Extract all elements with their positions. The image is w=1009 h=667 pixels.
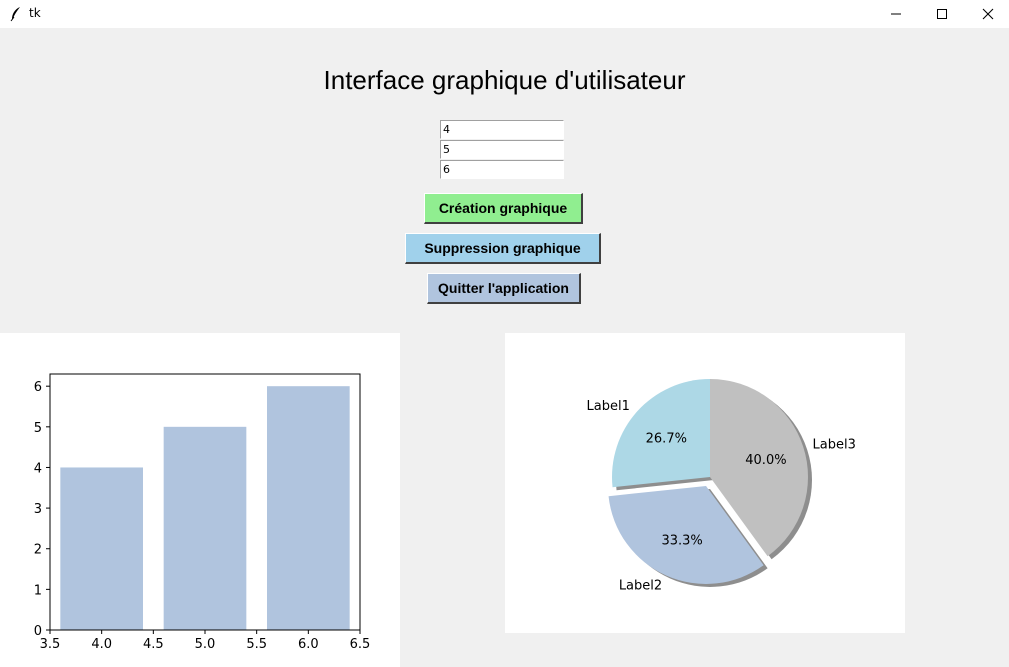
bar-3 xyxy=(267,386,350,630)
value-entry-2[interactable] xyxy=(440,140,564,159)
pie-slice-label3 xyxy=(710,379,808,557)
close-icon xyxy=(982,8,994,20)
minimize-icon xyxy=(891,13,901,15)
bar-chart: 3.5 4.0 4.5 5.0 5.5 6.0 6.5 0 1 2 3 4 5 6 xyxy=(34,373,371,652)
pie-slice-label2 xyxy=(608,485,764,584)
pie-chart: 26.7% Label1 33.3% Label2 40.0% Label3 xyxy=(587,379,856,593)
y-tick-label: 0 xyxy=(34,624,42,639)
x-tick-label: 5.5 xyxy=(246,637,267,652)
delete-chart-button[interactable]: Suppression graphique xyxy=(405,233,601,264)
pie-percent-label2: 33.3% xyxy=(661,534,702,549)
maximize-icon xyxy=(937,9,947,19)
close-button[interactable] xyxy=(965,0,1009,28)
value-entry-1[interactable] xyxy=(440,120,564,139)
pie-label-label3: Label3 xyxy=(813,438,856,453)
x-tick-label: 3.5 xyxy=(40,637,61,652)
pie-label-label2: Label2 xyxy=(619,578,662,593)
y-tick-label: 1 xyxy=(34,583,42,598)
x-tick-label: 6.5 xyxy=(350,637,371,652)
pie-chart-panel: 26.7% Label1 33.3% Label2 40.0% Label3 xyxy=(505,333,905,633)
window-title: tk xyxy=(29,6,41,20)
quit-app-button[interactable]: Quitter l'application xyxy=(427,273,581,304)
page-title: Interface graphique d'utilisateur xyxy=(323,65,686,95)
y-tick-label: 2 xyxy=(34,543,42,558)
pie-percent-label1: 26.7% xyxy=(646,432,687,447)
bar-2 xyxy=(163,426,247,630)
pie-percent-label3: 40.0% xyxy=(745,453,786,468)
create-chart-button[interactable]: Création graphique xyxy=(424,193,583,224)
bar-1 xyxy=(60,467,144,630)
x-tick-label: 4.0 xyxy=(91,637,112,652)
y-tick-label: 4 xyxy=(34,461,42,476)
y-tick-label: 5 xyxy=(34,421,42,436)
x-tick-label: 5.0 xyxy=(195,637,216,652)
bar-chart-panel: 3.5 4.0 4.5 5.0 5.5 6.0 6.5 0 1 2 3 4 5 6 xyxy=(0,333,400,667)
pie-slice-label1 xyxy=(612,379,710,488)
maximize-button[interactable] xyxy=(919,0,965,28)
value-entry-3[interactable] xyxy=(440,160,564,179)
x-tick-label: 4.5 xyxy=(143,637,164,652)
feather-icon xyxy=(10,7,20,22)
window-title-bar: tk xyxy=(0,0,1009,28)
minimize-button[interactable] xyxy=(873,0,919,28)
y-tick-label: 3 xyxy=(34,502,42,517)
x-tick-label: 6.0 xyxy=(298,637,319,652)
y-tick-label: 6 xyxy=(34,380,42,395)
pie-label-label1: Label1 xyxy=(587,399,630,414)
